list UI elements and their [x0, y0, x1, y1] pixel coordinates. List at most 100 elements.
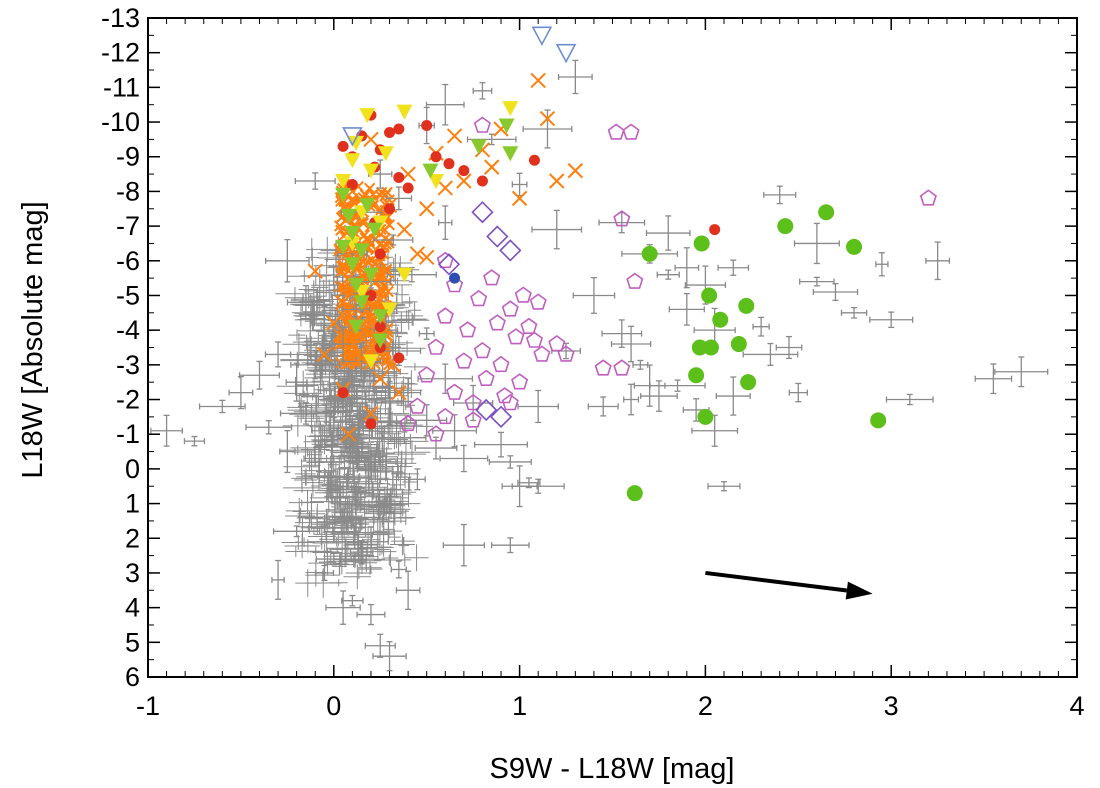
point-errorbar-gray-53	[517, 389, 559, 424]
y-tick-label: 4	[125, 593, 140, 623]
y-tick-label: 6	[125, 662, 140, 692]
point-circle-red-14	[528, 154, 540, 166]
point-circle-green-1	[641, 245, 658, 262]
data-points	[150, 26, 1049, 672]
y-tick-label: -6	[116, 246, 140, 276]
point-cross-orange-26	[530, 72, 546, 89]
point-errorbar-gray-104	[601, 319, 643, 348]
point-circle-green-9	[730, 336, 747, 353]
point-triangle-down-green-8	[362, 267, 379, 283]
point-errorbar-gray-108	[656, 269, 680, 280]
point-circle-green-14	[846, 238, 863, 255]
point-errorbar-gray-8	[285, 362, 308, 402]
point-errorbar-gray-88	[707, 481, 741, 492]
point-circle-green-10	[738, 297, 755, 314]
point-errorbar-gray-32	[374, 380, 405, 426]
point-circle-red-7	[393, 123, 405, 135]
series-pentagon-open-purple	[399, 116, 937, 442]
point-errorbar-gray-74	[425, 83, 465, 126]
point-triangle-down-yellow-2	[348, 135, 365, 151]
point-cross-orange-17	[418, 201, 435, 217]
point-errorbar-gray-115	[793, 222, 840, 265]
point-pentagon-open-purple-2	[427, 338, 445, 355]
point-circle-green-13	[818, 204, 835, 221]
point-errorbar-gray-93	[775, 335, 803, 360]
point-pentagon-open-purple-36	[427, 425, 445, 442]
point-triangle-down-green-7	[359, 198, 376, 214]
point-circle-red-20	[337, 387, 349, 399]
point-errorbar-gray-45	[439, 444, 489, 473]
y-tick-label: 2	[125, 523, 140, 553]
point-circle-red-24	[709, 224, 721, 236]
point-pentagon-open-purple-6	[446, 383, 464, 400]
point-pentagon-open-purple-38	[464, 411, 482, 428]
point-diamond-open-purple-0	[471, 201, 494, 224]
point-errorbar-gray-101	[925, 241, 951, 281]
point-cross-orange-23	[484, 159, 500, 175]
point-errorbar-gray-99	[869, 311, 914, 329]
point-errorbar-gray-116	[598, 211, 646, 234]
series-circle-blue	[449, 272, 461, 284]
point-circle-green-12	[777, 218, 794, 235]
point-errorbar-gray-95	[799, 276, 835, 287]
point-circle-red-11	[443, 158, 455, 170]
x-tick-label: -1	[136, 691, 160, 721]
point-cross-orange-29	[567, 162, 584, 179]
point-pentagon-open-purple-27	[594, 359, 612, 376]
tick-labels: -1 0 1 2 3 4-13-12-11-10-9-8-7-6-5-4-3-2-1012…	[101, 3, 1085, 721]
point-pentagon-open-purple-21	[520, 317, 538, 335]
point-errorbar-gray-43	[417, 363, 474, 394]
point-triangle-down-green-3	[344, 257, 361, 273]
point-cross-orange-21	[456, 173, 472, 189]
point-pentagon-open-purple-11	[473, 342, 491, 359]
point-circle-red-21	[365, 418, 377, 430]
point-circle-green-5	[697, 408, 714, 425]
point-errorbar-gray-47	[472, 82, 493, 100]
point-errorbar-gray-12	[310, 305, 339, 341]
point-errorbar-gray-117	[572, 276, 616, 314]
point-errorbar-gray-22	[331, 499, 381, 536]
x-tick-label: 1	[512, 691, 527, 721]
point-errorbar-gray-65	[315, 552, 352, 566]
point-errorbar-gray-68	[442, 523, 486, 567]
point-errorbar-gray-38	[386, 266, 437, 283]
point-triangle-down-green-5	[353, 243, 370, 259]
point-triangle-down-green-0	[335, 187, 352, 203]
axis-ticks	[147, 17, 1078, 678]
point-errorbar-gray-85	[674, 247, 700, 289]
point-cross-orange-1	[335, 294, 351, 311]
point-errorbar-gray-105	[610, 325, 652, 363]
y-tick-label: -2	[116, 385, 140, 415]
y-tick-label: 5	[125, 627, 140, 657]
point-circle-green-8	[712, 311, 729, 328]
point-circle-green-6	[701, 287, 718, 304]
point-pentagon-open-purple-26	[557, 345, 575, 362]
point-cross-orange-25	[511, 190, 528, 207]
series-triangle-down-green	[335, 118, 519, 349]
point-triangle-down-green-2	[344, 226, 361, 242]
y-tick-label: 3	[125, 558, 140, 588]
point-errorbar-gray-80	[511, 478, 565, 494]
x-tick-label: 4	[1069, 691, 1084, 721]
point-errorbar-gray-7	[279, 429, 296, 474]
point-pentagon-open-purple-31	[622, 123, 640, 140]
point-errorbar-gray-46	[452, 384, 494, 422]
y-tick-label: -1	[116, 419, 140, 449]
point-errorbar-gray-20	[324, 425, 381, 464]
point-errorbar-gray-66	[390, 560, 408, 579]
point-pentagon-open-purple-20	[514, 286, 532, 303]
point-errorbar-gray-29	[363, 456, 397, 468]
point-errorbar-gray-69	[490, 537, 530, 554]
point-errorbar-gray-67	[395, 570, 421, 611]
point-cross-orange-0	[326, 315, 342, 331]
point-errorbar-gray-70	[325, 590, 361, 625]
point-circle-red-13	[476, 175, 488, 187]
point-errorbar-gray-51	[511, 172, 528, 197]
point-triangle-down-yellow-5	[362, 163, 379, 179]
point-triangle-down-open-blue-0	[531, 26, 553, 47]
point-pentagon-open-purple-14	[488, 314, 506, 331]
point-errorbar-gray-55	[531, 209, 583, 250]
